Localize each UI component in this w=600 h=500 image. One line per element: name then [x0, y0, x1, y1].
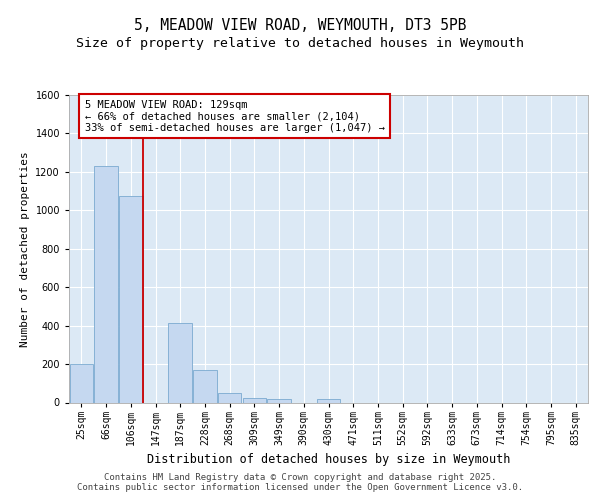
Bar: [94, 166, 118, 402]
Y-axis label: Number of detached properties: Number of detached properties: [20, 151, 30, 346]
Bar: [317, 398, 340, 402]
Text: Contains HM Land Registry data © Crown copyright and database right 2025.
Contai: Contains HM Land Registry data © Crown c…: [77, 473, 523, 492]
Bar: [119, 196, 143, 402]
Text: Size of property relative to detached houses in Weymouth: Size of property relative to detached ho…: [76, 38, 524, 51]
Bar: [268, 398, 291, 402]
Bar: [193, 370, 217, 402]
Text: 5 MEADOW VIEW ROAD: 129sqm
← 66% of detached houses are smaller (2,104)
33% of s: 5 MEADOW VIEW ROAD: 129sqm ← 66% of deta…: [85, 100, 385, 133]
Bar: [169, 322, 192, 402]
Text: 5, MEADOW VIEW ROAD, WEYMOUTH, DT3 5PB: 5, MEADOW VIEW ROAD, WEYMOUTH, DT3 5PB: [134, 18, 466, 32]
Bar: [70, 364, 93, 403]
X-axis label: Distribution of detached houses by size in Weymouth: Distribution of detached houses by size …: [147, 453, 510, 466]
Bar: [218, 393, 241, 402]
Bar: [242, 398, 266, 402]
